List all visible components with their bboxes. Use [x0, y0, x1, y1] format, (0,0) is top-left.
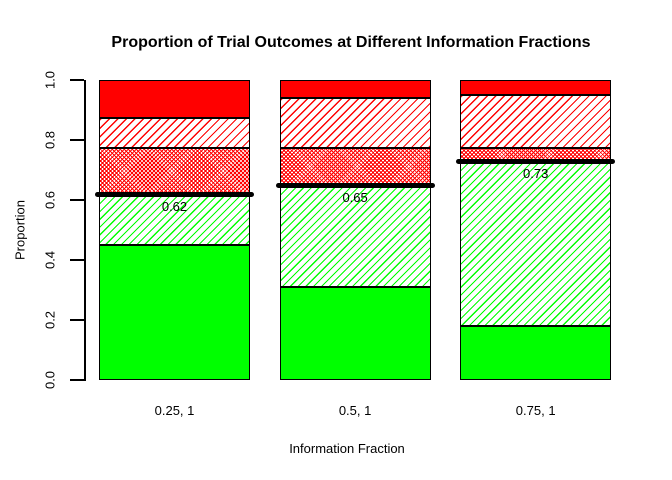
x-category-label: 0.5, 1 [338, 403, 372, 418]
y-axis-tick [70, 319, 84, 321]
y-tick-label: 0.2 [42, 310, 58, 330]
bar-1-segment-green-hatch [99, 194, 250, 245]
bar-3-segment-green-hatch [460, 161, 612, 326]
y-tick-label: 0.4 [42, 250, 58, 270]
bar-2-segment-red-dense-hatch [279, 147, 431, 185]
y-tick-label: 0.8 [42, 130, 58, 150]
y-axis-tick [70, 139, 84, 141]
bar-2-segment-red-light-hatch [279, 98, 431, 148]
threshold-line [456, 158, 616, 164]
bar-1-segment-red-light-hatch [99, 117, 250, 148]
bar-2-segment-solid-green [279, 287, 431, 380]
y-tick-label: 0.6 [42, 190, 58, 210]
x-category-label: 0.75, 1 [515, 403, 556, 418]
y-axis-tick [70, 379, 84, 381]
bar-3-segment-red-light-hatch [460, 95, 612, 148]
y-tick-label: 1.0 [42, 70, 58, 90]
bar-3-segment-solid-red [460, 80, 612, 95]
threshold-value-label: 0.65 [342, 189, 368, 205]
y-axis-tick [70, 79, 84, 81]
x-axis-title: Information Fraction [289, 441, 405, 456]
threshold-value-label: 0.73 [523, 165, 549, 181]
bar-1-segment-solid-green [99, 245, 250, 380]
bar-1-segment-solid-red [99, 80, 250, 118]
y-tick-label: 0.0 [42, 370, 58, 390]
bar-2-segment-solid-red [279, 80, 431, 98]
threshold-line [95, 191, 254, 197]
y-axis-tick [70, 199, 84, 201]
chart-title: Proportion of Trial Outcomes at Differen… [111, 34, 591, 51]
threshold-line [275, 182, 435, 188]
y-axis-title: Proportion [12, 200, 28, 260]
bar-3-segment-solid-green [460, 326, 612, 380]
bar-1-segment-red-dense-hatch [99, 147, 250, 194]
y-axis-tick [70, 259, 84, 261]
x-category-label: 0.25, 1 [154, 403, 195, 418]
y-axis-line [84, 80, 86, 381]
threshold-value-label: 0.62 [161, 198, 188, 214]
